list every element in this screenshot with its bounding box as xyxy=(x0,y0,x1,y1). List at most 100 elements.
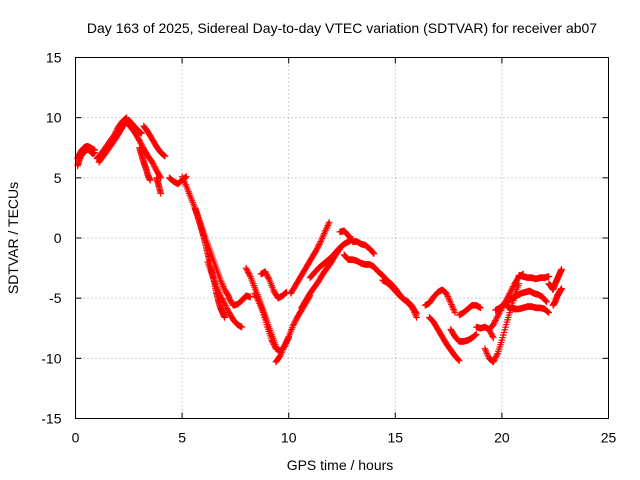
data-point xyxy=(283,336,291,344)
data-point xyxy=(492,353,500,360)
data-point xyxy=(219,296,226,304)
data-point xyxy=(238,323,246,331)
data-point xyxy=(279,347,286,355)
data-point xyxy=(146,176,154,184)
data-point xyxy=(245,270,253,277)
data-point xyxy=(509,283,517,290)
data-point xyxy=(325,220,332,228)
data-point xyxy=(243,266,251,273)
data-point xyxy=(450,307,458,315)
data-point xyxy=(370,250,378,257)
data-point xyxy=(138,130,145,137)
data-point xyxy=(558,265,565,273)
data-point xyxy=(313,246,320,254)
data-point xyxy=(213,284,221,292)
data-point xyxy=(136,137,143,144)
data-point xyxy=(448,302,456,310)
data-point xyxy=(261,268,269,275)
data-point xyxy=(254,297,262,304)
data-point xyxy=(279,346,287,353)
series-track-17 xyxy=(257,268,290,302)
data-point xyxy=(270,341,278,348)
data-point xyxy=(490,321,497,328)
data-point xyxy=(212,282,220,290)
data-point xyxy=(369,248,376,256)
data-point xyxy=(491,318,499,326)
data-point xyxy=(319,233,327,241)
x-tick-label: 25 xyxy=(601,430,617,446)
data-point xyxy=(251,290,258,297)
data-point xyxy=(150,161,157,169)
data-point xyxy=(490,358,497,366)
data-point xyxy=(268,336,275,344)
data-point xyxy=(320,231,327,239)
axis-ticks xyxy=(75,57,609,419)
data-point xyxy=(313,245,321,252)
data-point xyxy=(544,308,552,316)
data-point xyxy=(111,129,119,137)
data-point xyxy=(292,316,300,324)
data-point xyxy=(455,357,463,365)
data-point xyxy=(219,281,226,289)
series-track-12 xyxy=(204,258,246,331)
data-point xyxy=(444,293,452,300)
data-point xyxy=(221,300,229,308)
data-point xyxy=(220,284,228,292)
data-point xyxy=(112,128,120,135)
data-point xyxy=(321,228,329,236)
data-point xyxy=(284,334,292,342)
data-point xyxy=(472,331,479,339)
y-tick-label: -10 xyxy=(41,350,61,366)
data-point xyxy=(542,297,550,305)
series-track-8 xyxy=(153,174,165,197)
y-tick-label: 5 xyxy=(54,170,62,186)
data-point xyxy=(541,296,549,304)
data-point xyxy=(318,235,326,242)
data-point xyxy=(222,303,230,311)
data-point xyxy=(281,341,289,348)
data-point xyxy=(448,301,455,308)
data-point xyxy=(218,280,226,287)
y-tick-label: -5 xyxy=(49,290,62,306)
x-axis-label: GPS time / hours xyxy=(287,457,394,473)
data-point xyxy=(223,305,231,312)
series-track-13 xyxy=(225,292,254,309)
plot-frame xyxy=(75,57,609,419)
data-point xyxy=(221,314,229,321)
data-point xyxy=(322,227,329,234)
series-track-27 xyxy=(455,302,484,319)
data-point xyxy=(263,271,270,278)
data-point xyxy=(471,332,479,339)
data-point xyxy=(454,355,462,363)
data-point xyxy=(490,319,498,327)
data-point xyxy=(151,163,158,170)
data-point xyxy=(412,312,420,320)
data-point xyxy=(318,236,325,244)
data-point xyxy=(455,356,462,364)
series-track-25 xyxy=(426,314,463,365)
data-point xyxy=(122,114,130,122)
data-point xyxy=(545,273,553,280)
data-point xyxy=(489,333,496,340)
y-tick-label: 15 xyxy=(46,50,62,66)
series-track-20 xyxy=(306,235,356,282)
data-point xyxy=(148,158,156,166)
data-point xyxy=(247,293,254,301)
series-track-21 xyxy=(336,227,378,257)
data-point xyxy=(180,178,188,185)
data-point xyxy=(244,268,252,276)
data-point xyxy=(493,351,501,359)
data-point xyxy=(269,338,276,345)
data-point xyxy=(445,294,452,302)
data-point xyxy=(160,151,167,159)
data-point xyxy=(323,223,331,231)
data-point xyxy=(558,285,565,292)
data-point xyxy=(157,190,165,197)
data-point xyxy=(543,298,550,306)
data-point xyxy=(451,309,459,316)
data-point xyxy=(244,267,251,275)
data-point xyxy=(264,274,272,281)
data-point xyxy=(413,314,420,321)
data-point xyxy=(111,131,118,138)
